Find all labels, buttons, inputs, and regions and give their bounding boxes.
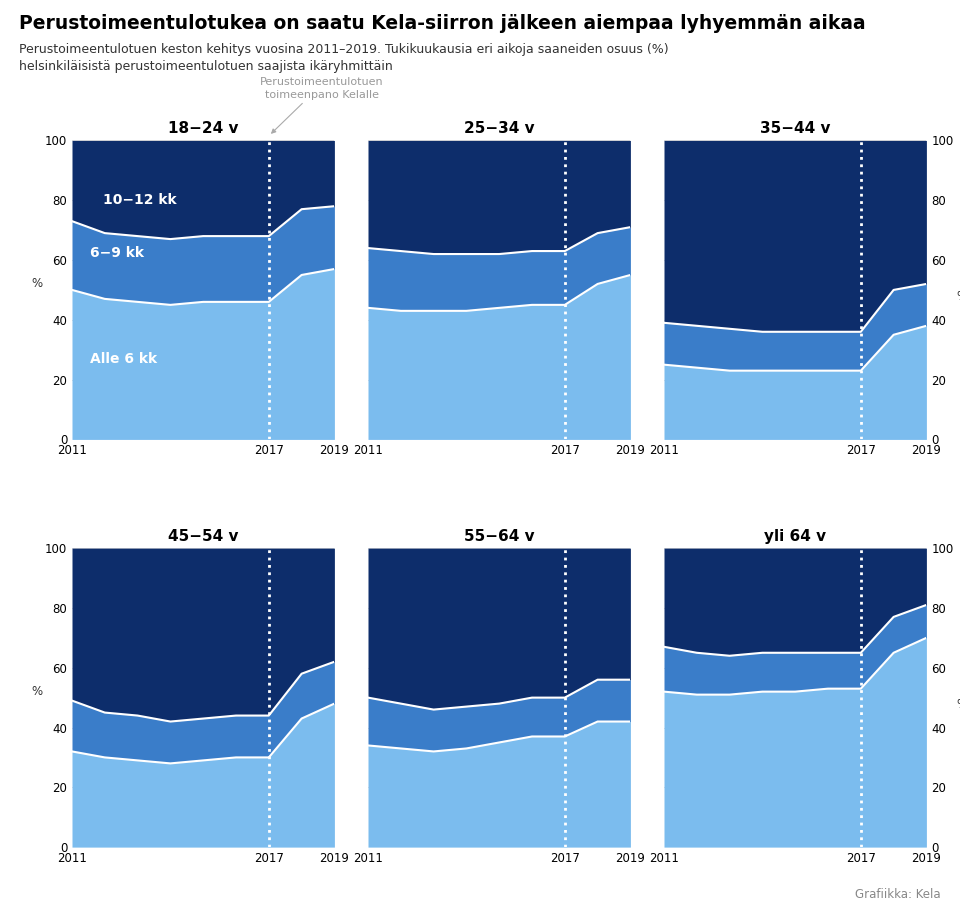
Text: Perustoimeentulotuen
toimeenpano Kelalle: Perustoimeentulotuen toimeenpano Kelalle — [260, 77, 383, 100]
Title: yli 64 v: yli 64 v — [764, 529, 827, 545]
Title: 35−44 v: 35−44 v — [760, 121, 830, 137]
Title: 25−34 v: 25−34 v — [464, 121, 535, 137]
Title: 18−24 v: 18−24 v — [168, 121, 238, 137]
Title: 55−64 v: 55−64 v — [464, 529, 535, 545]
Y-axis label: %: % — [31, 685, 42, 698]
Text: Grafiikka: Kela: Grafiikka: Kela — [855, 889, 941, 901]
Text: 6−9 kk: 6−9 kk — [90, 246, 144, 259]
Y-axis label: %: % — [31, 277, 42, 290]
Title: 45−54 v: 45−54 v — [168, 529, 238, 545]
Y-axis label: %: % — [956, 698, 960, 710]
Text: 10−12 kk: 10−12 kk — [104, 193, 177, 207]
Text: Alle 6 kk: Alle 6 kk — [90, 352, 157, 366]
Y-axis label: %: % — [956, 290, 960, 303]
Text: Perustoimeentulotukea on saatu Kela-siirron jälkeen aiempaa lyhyemmän aikaa: Perustoimeentulotukea on saatu Kela-siir… — [19, 14, 866, 33]
Text: Perustoimeentulotuen keston kehitys vuosina 2011–2019. Tukikuukausia eri aikoja : Perustoimeentulotuen keston kehitys vuos… — [19, 43, 669, 73]
